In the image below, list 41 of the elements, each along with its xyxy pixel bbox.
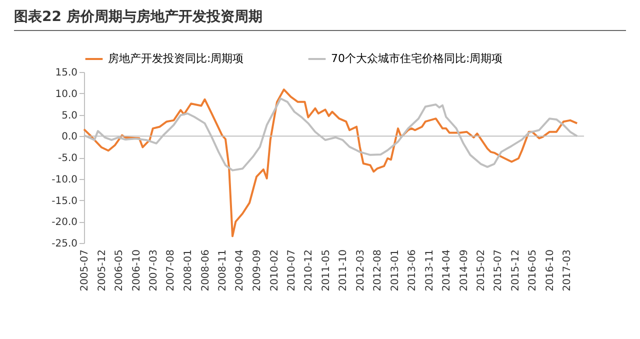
x-tick-label: 2010-07 <box>286 250 298 292</box>
x-tick-label: 2007-03 <box>148 250 160 292</box>
y-tick-label: 0.0 <box>62 132 78 143</box>
x-tick-label: 2013-01 <box>390 250 401 292</box>
x-tick-label: 2017-03 <box>562 250 574 292</box>
x-tick-label: 2014-09 <box>458 250 470 292</box>
y-tick-label: 15.0 <box>55 68 78 78</box>
chart-title: 图表22 房价周期与房地产开发投资周期 <box>14 8 626 31</box>
x-tick-label: 2012-08 <box>372 250 384 292</box>
x-tick-label: 2006-10 <box>131 250 142 292</box>
x-tick-label: 2008-01 <box>183 250 194 292</box>
x-tick-label: 2013-06 <box>407 250 418 292</box>
y-tick-label: 10.0 <box>55 88 78 100</box>
y-tick-label: -20.0 <box>52 217 78 228</box>
y-tick-label: -25.0 <box>52 238 78 250</box>
y-tick-label: -15.0 <box>52 196 78 207</box>
x-tick-label: 2016-05 <box>528 250 539 292</box>
y-tick-label: -5.0 <box>58 153 78 164</box>
x-tick-label: 2015-12 <box>510 250 522 292</box>
x-tick-label: 2008-11 <box>218 250 229 292</box>
x-tick-label: 2015-07 <box>493 250 504 292</box>
legend-label: 房地产开发投资同比:周期项 <box>108 52 244 65</box>
x-tick-label: 2016-10 <box>545 250 556 292</box>
x-tick-label: 2011-10 <box>338 250 350 292</box>
x-tick-label: 2011-05 <box>320 250 332 292</box>
x-tick-label: 2007-08 <box>166 250 177 292</box>
x-tick-label: 2010-12 <box>304 250 315 292</box>
y-tick-label: -10.0 <box>52 174 78 186</box>
x-tick-label: 2006-05 <box>114 250 125 292</box>
x-tick-label: 2013-11 <box>424 250 436 292</box>
x-tick-label: 2009-09 <box>252 250 264 292</box>
y-tick-label: 5.0 <box>62 110 78 122</box>
x-tick-label: 2009-04 <box>234 250 246 292</box>
legend-label: 70个大众城市住宅价格同比:周期项 <box>331 52 503 65</box>
x-tick-label: 2014-04 <box>442 250 453 292</box>
x-tick-label: 2010-02 <box>269 250 280 292</box>
x-tick-label: 2005-12 <box>96 250 108 292</box>
x-tick-label: 2005-07 <box>80 250 90 292</box>
x-tick-label: 2008-06 <box>200 250 212 292</box>
x-tick-label: 2015-02 <box>476 250 488 292</box>
x-tick-label: 2012-03 <box>355 250 366 292</box>
